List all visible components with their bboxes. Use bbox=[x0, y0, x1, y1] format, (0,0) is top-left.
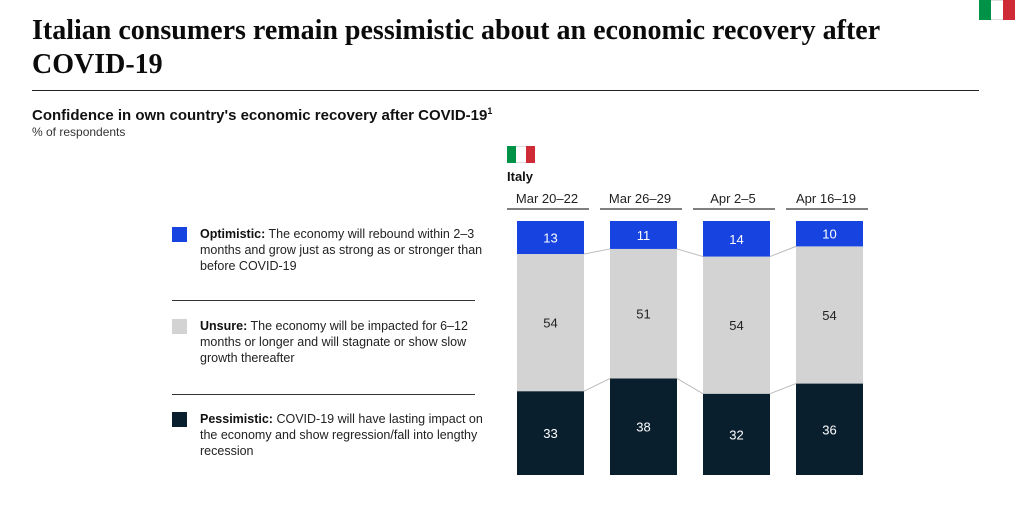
bar-segment-optimistic bbox=[703, 221, 770, 257]
title-divider bbox=[32, 90, 979, 91]
page-title: Italian consumers remain pessimistic abo… bbox=[32, 15, 880, 80]
connector-line bbox=[583, 378, 611, 392]
subtitle-footnote: 1 bbox=[487, 106, 493, 116]
connector-line bbox=[769, 383, 797, 395]
data-label: 11 bbox=[637, 228, 651, 243]
category-label: Mar 20–22 bbox=[516, 191, 578, 206]
bar-segment-unsure bbox=[703, 256, 770, 394]
data-label: 38 bbox=[636, 420, 650, 435]
flag-stripe bbox=[1003, 0, 1015, 20]
category-label: Apr 2–5 bbox=[710, 191, 756, 206]
connector-line bbox=[676, 378, 704, 395]
connector-line bbox=[583, 248, 611, 255]
bar-segment-pessimistic bbox=[796, 383, 863, 475]
legend-text-unsure: Unsure: The economy will be impacted for… bbox=[200, 318, 490, 366]
bar-segment-unsure bbox=[610, 248, 677, 379]
data-label: 13 bbox=[543, 231, 557, 246]
data-label: 54 bbox=[543, 316, 557, 331]
bar-segment-optimistic bbox=[517, 221, 584, 255]
chart-subtitle-text: Confidence in own country's economic rec… bbox=[32, 107, 488, 124]
flag-stripe bbox=[507, 146, 517, 163]
legend-swatch-pessimistic bbox=[172, 412, 187, 427]
legend-swatch-optimistic bbox=[172, 227, 187, 242]
data-label: 54 bbox=[822, 308, 836, 323]
legend-description-pessimistic: COVID-19 will have lasting impact on the… bbox=[200, 412, 483, 458]
legend-description-optimistic: The economy will rebound within 2–3 mont… bbox=[200, 227, 483, 273]
category-label: Mar 26–29 bbox=[609, 191, 671, 206]
flag-stripe bbox=[979, 0, 991, 20]
flag-stripe bbox=[516, 146, 526, 163]
legend-divider bbox=[172, 300, 475, 301]
data-label: 14 bbox=[729, 232, 743, 247]
connector-line bbox=[769, 245, 797, 258]
connector-line bbox=[676, 248, 704, 258]
bar-segment-unsure bbox=[517, 254, 584, 392]
italy-flag-icon bbox=[979, 0, 1015, 20]
data-label: 33 bbox=[543, 426, 557, 441]
category-label: Apr 16–19 bbox=[796, 191, 856, 206]
bar-segment-optimistic bbox=[796, 221, 863, 247]
data-label: 36 bbox=[822, 422, 836, 437]
bar-segment-pessimistic bbox=[703, 393, 770, 475]
bar-segment-pessimistic bbox=[517, 391, 584, 475]
legend-text-optimistic: Optimistic: The economy will rebound wit… bbox=[200, 226, 490, 274]
bar-segment-optimistic bbox=[610, 221, 677, 249]
data-label: 54 bbox=[729, 318, 743, 333]
data-label: 32 bbox=[729, 427, 743, 442]
italy-flag-icon bbox=[507, 146, 535, 163]
chart-subtitle: Confidence in own country's economic rec… bbox=[32, 106, 492, 124]
legend-label-unsure: Unsure: bbox=[200, 319, 248, 333]
legend-swatch-unsure bbox=[172, 319, 187, 334]
bar-segment-unsure bbox=[796, 246, 863, 384]
legend-label-optimistic: Optimistic: bbox=[200, 227, 266, 241]
legend-label-pessimistic: Pessimistic: bbox=[200, 412, 273, 426]
legend-divider bbox=[172, 394, 475, 395]
legend-description-unsure: The economy will be impacted for 6–12 mo… bbox=[200, 319, 468, 365]
bar-segment-pessimistic bbox=[610, 378, 677, 475]
legend-text-pessimistic: Pessimistic: COVID-19 will have lasting … bbox=[200, 411, 490, 459]
flag-stripe bbox=[991, 0, 1003, 20]
country-label: Italy bbox=[507, 169, 534, 184]
unit-label: % of respondents bbox=[32, 125, 126, 139]
data-label: 51 bbox=[636, 307, 650, 322]
data-label: 10 bbox=[822, 227, 836, 242]
flag-stripe bbox=[525, 146, 535, 163]
